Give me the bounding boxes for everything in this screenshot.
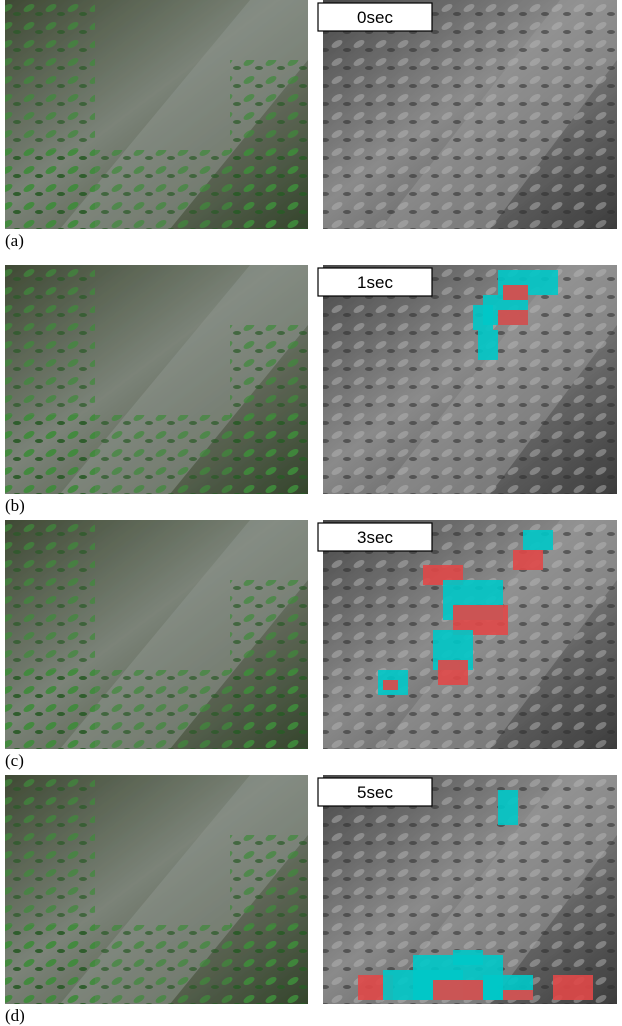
panel-label: (b) — [5, 496, 25, 515]
vegetation — [230, 60, 308, 229]
detection-block — [438, 660, 468, 685]
panel: 5sec (d) — [5, 775, 617, 1025]
detection-block — [498, 310, 528, 325]
detection-block — [473, 305, 493, 330]
detection-block — [383, 680, 398, 690]
panel: 3sec (c) — [5, 520, 617, 770]
photo-gray — [323, 0, 617, 229]
photo-color — [5, 0, 308, 229]
detection-block — [453, 950, 483, 965]
detection-block — [503, 990, 533, 1000]
detection-block — [523, 530, 553, 550]
photo-gray — [323, 265, 617, 494]
photo-gray — [323, 520, 617, 749]
photo-color — [5, 265, 308, 494]
vegetation — [230, 325, 308, 494]
vegetation — [230, 580, 308, 749]
figure: 0sec (a) 1sec (b) 3sec (c) 5sec (d) — [0, 0, 622, 1026]
detection-block — [513, 550, 543, 570]
detection-block — [553, 975, 593, 1000]
panel-label: (a) — [5, 231, 24, 250]
detection-block — [498, 790, 518, 825]
photo-color — [5, 520, 308, 749]
time-label: 5sec — [357, 783, 393, 802]
time-label: 1sec — [357, 273, 393, 292]
vegetation — [230, 835, 308, 1004]
detection-block — [503, 285, 528, 300]
panel: 1sec (b) — [5, 265, 617, 515]
vegetation — [323, 0, 617, 229]
time-label: 3sec — [357, 528, 393, 547]
panel-label: (d) — [5, 1006, 25, 1025]
photo-gray — [323, 775, 617, 1004]
panel-label: (c) — [5, 751, 24, 770]
detection-block — [478, 330, 498, 360]
panel: 0sec (a) — [5, 0, 617, 250]
vegetation — [323, 265, 617, 494]
detection-block — [433, 980, 483, 1000]
time-label: 0sec — [357, 8, 393, 27]
page: {"panels": [ {"label": "(a)", "time": "0… — [0, 0, 622, 1026]
photo-color — [5, 775, 308, 1004]
